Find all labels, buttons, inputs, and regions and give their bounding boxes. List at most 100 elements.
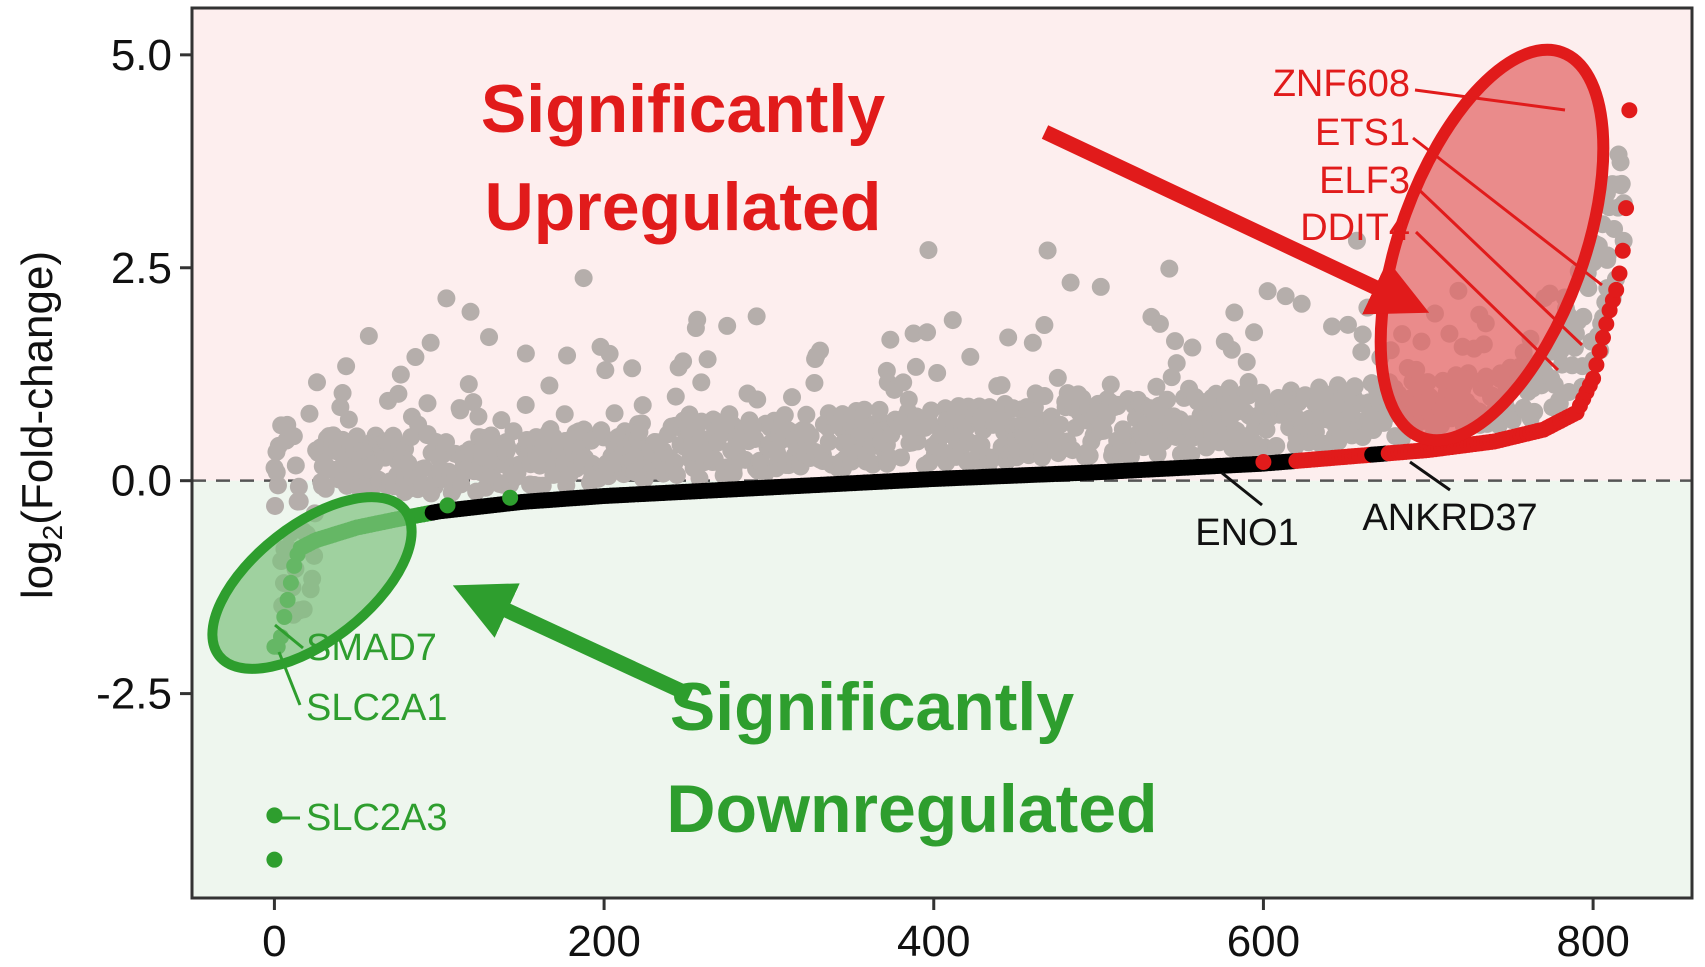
background-point: [1611, 153, 1630, 172]
background-point: [919, 241, 938, 260]
background-point: [1222, 340, 1241, 359]
y-tick-label: 5.0: [111, 31, 172, 80]
background-point: [922, 401, 941, 420]
background-point: [1345, 377, 1364, 396]
background-point: [558, 346, 577, 365]
x-axis: 0 200 400 600 800: [262, 898, 1630, 966]
background-point: [674, 352, 693, 371]
background-point: [1225, 303, 1244, 322]
background-point: [899, 390, 918, 409]
background-point: [1239, 373, 1258, 392]
background-point: [870, 400, 889, 419]
y-axis-label: log2(Fold-change): [13, 251, 68, 599]
ranked-point: [1614, 242, 1631, 259]
downregulated-callout-line1: Significantly: [670, 669, 1074, 745]
x-tick-label: 600: [1227, 917, 1300, 966]
x-tick-label: 200: [567, 917, 640, 966]
background-point: [630, 422, 649, 441]
background-point: [480, 328, 499, 347]
background-point: [1051, 415, 1070, 434]
background-point: [1258, 282, 1277, 301]
background-point: [504, 422, 523, 441]
highlight-ellipses: [207, 43, 1610, 674]
background-point: [892, 448, 911, 467]
ranked-point: [1618, 200, 1635, 217]
background-point: [633, 396, 652, 415]
background-point: [421, 333, 440, 352]
background-point: [1094, 421, 1113, 440]
upregulated-arrow: [1041, 125, 1430, 315]
background-point: [1353, 325, 1372, 344]
leader-line: [277, 651, 302, 706]
ranked-point: [1594, 329, 1611, 346]
background-point: [1358, 298, 1377, 317]
background-point: [359, 326, 378, 345]
background-point: [918, 323, 937, 342]
background-point: [600, 344, 619, 363]
background-point: [1579, 279, 1598, 298]
background-point: [1545, 375, 1564, 394]
background-point: [437, 289, 456, 308]
background-point: [1167, 354, 1186, 373]
x-tick-label: 0: [262, 917, 286, 966]
background-point: [464, 393, 483, 412]
upregulated-callout-line1: Significantly: [481, 71, 885, 147]
background-point: [688, 310, 707, 329]
background-point: [452, 475, 471, 494]
background-point: [300, 404, 319, 423]
background-point: [748, 390, 767, 409]
downregulated-region: [192, 480, 1692, 898]
background-point: [1323, 317, 1342, 336]
upregulated-highlight-ellipse: [1374, 43, 1610, 447]
background-point: [288, 492, 307, 511]
background-point: [498, 438, 517, 457]
background-point: [574, 269, 593, 288]
downregulated-callout-line2: Downregulated: [666, 771, 1157, 847]
background-point: [1183, 338, 1202, 357]
background-point: [999, 328, 1018, 347]
y-axis: 5.0 2.5 0.0 -2.5: [96, 31, 192, 719]
background-point: [906, 357, 925, 376]
background-point: [555, 405, 574, 424]
gene-label-elf3: ELF3: [1319, 160, 1410, 202]
background-point: [943, 311, 962, 330]
background-point: [1160, 259, 1179, 278]
ranked-point: [1608, 281, 1625, 298]
background-point: [904, 324, 923, 343]
background-point: [855, 400, 874, 419]
background-point: [1611, 176, 1630, 195]
background-point: [1147, 377, 1166, 396]
gene-label-smad7: SMAD7: [306, 627, 437, 669]
background-point: [1182, 445, 1201, 464]
background-point: [267, 463, 286, 482]
down-outlier-point: [266, 851, 283, 868]
background-point: [592, 421, 611, 440]
background-point: [1292, 294, 1311, 313]
background-point: [1038, 241, 1057, 260]
leader-line: [1414, 88, 1566, 112]
background-point: [1347, 231, 1366, 250]
background-point: [1338, 315, 1357, 334]
background-point: [1080, 446, 1099, 465]
background-point: [1035, 387, 1054, 406]
up-point: [1255, 453, 1272, 470]
gene-label-ankrd37: ANKRD37: [1362, 497, 1537, 539]
background-point: [1061, 273, 1080, 292]
downregulated-arrow: [452, 583, 694, 702]
background-point: [1165, 332, 1184, 351]
background-point: [718, 316, 737, 335]
background-point: [881, 330, 900, 349]
background-point: [961, 347, 980, 366]
downregulated-highlight-ellipse: [207, 492, 417, 674]
plot-frame: [190, 6, 1694, 900]
background-point: [266, 496, 285, 515]
background-point: [1267, 436, 1286, 455]
down-outlier-point: [266, 807, 283, 824]
background-point: [286, 456, 305, 475]
background-point: [391, 365, 410, 384]
ranked-point: [1611, 265, 1628, 282]
background-point: [1023, 333, 1042, 352]
background-point: [596, 361, 615, 380]
background-point: [1245, 323, 1264, 342]
background-point: [1048, 368, 1067, 387]
